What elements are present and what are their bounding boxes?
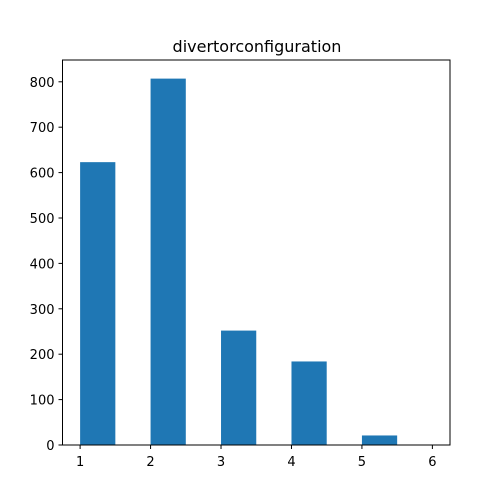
y-tick-label: 600 <box>30 167 55 182</box>
x-tick-label: 1 <box>76 455 84 470</box>
y-axis-ticks: 0 100 200 300 400 500 600 700 800 <box>30 76 63 454</box>
x-tick-label: 2 <box>146 455 154 470</box>
x-tick-label: 4 <box>287 455 295 470</box>
y-tick-label: 200 <box>30 348 55 363</box>
plot-frame <box>62 59 451 446</box>
x-axis-ticks: 1 2 3 4 5 6 <box>76 445 437 470</box>
histogram-bar <box>291 361 327 445</box>
histogram-bar <box>221 330 257 445</box>
histogram-bar <box>361 435 398 445</box>
histogram-bar <box>80 162 116 445</box>
y-tick-label: 100 <box>30 394 55 409</box>
chart-title: divertorconfiguration <box>173 37 342 56</box>
y-tick-label: 400 <box>30 257 55 272</box>
y-tick-label: 700 <box>30 121 55 136</box>
y-tick-label: 300 <box>30 303 55 318</box>
y-tick-label: 0 <box>46 439 54 454</box>
x-tick-label: 3 <box>217 455 225 470</box>
y-tick-label: 800 <box>30 76 55 91</box>
histogram-bar <box>150 78 186 446</box>
x-tick-label: 6 <box>428 455 436 470</box>
bars-group <box>80 78 398 446</box>
y-tick-label: 500 <box>30 212 55 227</box>
x-tick-label: 5 <box>358 455 366 470</box>
